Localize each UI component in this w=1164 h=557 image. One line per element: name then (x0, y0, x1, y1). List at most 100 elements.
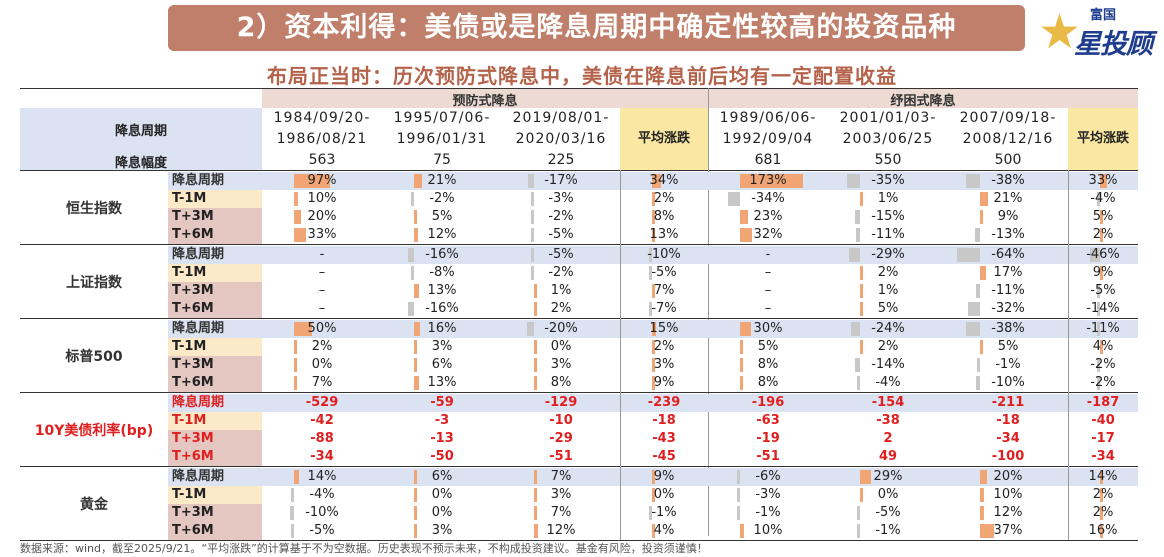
row-label: T+6M (168, 300, 262, 318)
asset-name: 标普500 (65, 349, 123, 365)
table-cell: 33% (307, 227, 337, 242)
period-range: 1989/06/06- (719, 110, 817, 126)
table-cell: -8% (429, 265, 455, 280)
period-range: 2001/01/03- (839, 110, 937, 126)
table-cell: -46% (1086, 247, 1120, 262)
row-label: 降息周期 (172, 173, 225, 188)
table-cell: -16% (425, 247, 459, 262)
table-cell: – (318, 283, 326, 298)
table-cell: 7% (550, 469, 572, 484)
data-bar (652, 376, 655, 390)
data-bar (294, 228, 307, 242)
table-cell: -34 (1091, 449, 1115, 464)
avg-divider (1068, 170, 1069, 540)
table-cell: 9% (653, 375, 675, 390)
data-bar (727, 192, 740, 206)
table-cell: -1% (651, 505, 677, 520)
data-bar (534, 488, 537, 502)
data-bar (652, 340, 655, 354)
data-bar (966, 322, 980, 336)
table-cell: -15% (871, 209, 905, 224)
row-label: T+6M (168, 374, 262, 392)
footnote: 数据来源：wind，截至2025/9/21。“平均涨跌”的计算基于不为空数据。历… (20, 542, 708, 555)
data-bar (531, 192, 534, 206)
data-bar (860, 340, 863, 354)
table-cell: 13% (427, 375, 457, 390)
data-bar (411, 192, 414, 206)
table-cell: 2% (653, 191, 675, 206)
table-cell: -6% (755, 469, 781, 484)
table-cell: 17% (993, 265, 1023, 280)
data-bar (740, 322, 751, 336)
table-cell: 0% (877, 487, 899, 502)
table-cell: -11% (871, 227, 905, 242)
data-bar (975, 284, 980, 298)
table-cell: -35% (871, 173, 905, 188)
data-bar (408, 248, 414, 262)
table-cell: 4% (1092, 339, 1114, 354)
table-cell: 10% (753, 523, 783, 538)
data-bar (414, 228, 419, 242)
data-bar (534, 284, 537, 298)
table-cell: 14% (1088, 469, 1118, 484)
table-cell: -38% (991, 321, 1025, 336)
table-cell: – (764, 265, 772, 280)
magnitude-value: 500 (994, 152, 1022, 168)
data-bar (294, 470, 300, 484)
avg-divider (620, 170, 621, 540)
table-cell: 12% (546, 523, 576, 538)
data-bar (1100, 174, 1108, 188)
data-bar (1100, 506, 1103, 520)
table-cell: 10% (993, 487, 1023, 502)
data-bar (857, 506, 860, 520)
data-bar (740, 358, 743, 372)
row-label: T-1M (168, 264, 262, 282)
table-cell: -88 (310, 431, 334, 446)
table-cell: -40 (1091, 413, 1115, 428)
table-cell: -196 (751, 395, 785, 410)
data-bar (1097, 302, 1100, 316)
table-cell: 1% (550, 283, 572, 298)
group-title-preventive: 预防式降息 (452, 94, 518, 109)
data-bar (652, 192, 655, 206)
data-bar (740, 340, 743, 354)
group-header-preventive (262, 88, 708, 108)
period-label-bg (20, 108, 262, 150)
table-cell: 2% (877, 339, 899, 354)
table-cell: -34% (751, 191, 785, 206)
table-cell: -187 (1086, 395, 1120, 410)
data-bar (652, 228, 656, 242)
table-cell: 0% (311, 357, 333, 372)
data-bar (414, 470, 417, 484)
data-bar (1100, 524, 1104, 538)
data-bar (411, 266, 414, 280)
table-cell: 3% (550, 357, 572, 372)
table-cell: -1% (755, 505, 781, 520)
logo-text-small: 富国 (1090, 8, 1117, 23)
asset-name: 10Y美债利率(bp) (34, 423, 154, 439)
table-cell: 9% (1092, 265, 1114, 280)
table-cell: 30% (753, 321, 783, 336)
table-cell: 9% (997, 209, 1019, 224)
data-bar (740, 210, 749, 224)
table-cell: -38 (876, 413, 900, 428)
table-cell: -16% (425, 301, 459, 316)
period-range: 1992/09/04 (722, 131, 814, 147)
data-bar (860, 284, 863, 298)
data-bar (414, 358, 417, 372)
data-bar (531, 248, 534, 262)
data-bar (1097, 376, 1100, 390)
table-cell: -10% (647, 247, 681, 262)
table-cell: – (764, 301, 772, 316)
table-cell: 14% (307, 469, 337, 484)
table-cell: 7% (653, 283, 675, 298)
data-bar (414, 376, 419, 390)
data-bar (980, 210, 984, 224)
table-cell: – (318, 301, 326, 316)
table-cell: 2% (311, 339, 333, 354)
table-cell: 13% (427, 283, 457, 298)
group-title-relief: 纾困式降息 (890, 94, 956, 109)
period-range: 2020/03/16 (515, 131, 607, 147)
logo-text-big: 星投顾 (1074, 29, 1153, 60)
table-cell: 3% (431, 339, 453, 354)
